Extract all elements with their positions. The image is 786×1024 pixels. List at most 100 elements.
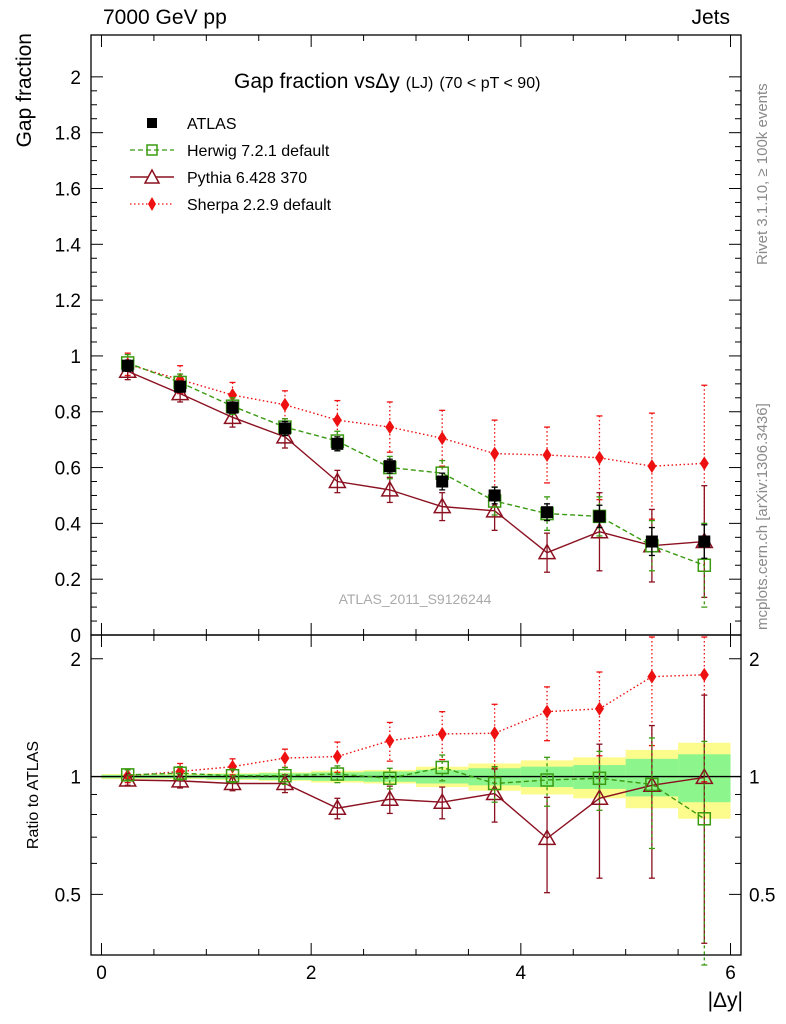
y-tick-label-ratio-right: 1 [749, 768, 760, 789]
title-main: Gap fraction vsΔy [234, 70, 400, 93]
atlas-main-point [593, 510, 606, 523]
pythia-ratio-point [118, 770, 137, 787]
sherpa-main-point [385, 420, 395, 435]
pythia-main-point [537, 543, 557, 560]
herwig-ratio-point [540, 773, 554, 787]
sherpa-main-point [490, 446, 500, 461]
y-tick-label-ratio: 0.5 [55, 885, 81, 906]
pythia-ratio-point [328, 798, 347, 815]
legend-herwig-label: Herwig 7.2.1 default [187, 143, 330, 160]
atlas-main-point [541, 506, 554, 519]
y-tick-label-main: 2 [70, 68, 81, 89]
main-title: Gap fraction vsΔy (LJ) (70 < pT < 90) [234, 70, 540, 93]
sherpa-main-line [127, 363, 705, 467]
y-tick-label-ratio: 1 [70, 768, 81, 789]
legend-sherpa-label: Sherpa 2.2.9 default [187, 197, 332, 214]
sherpa-ratio-point [647, 669, 657, 684]
x-tick-label: 4 [516, 963, 527, 984]
legend-sherpa-marker [148, 197, 156, 211]
herwig-ratio-line [127, 766, 705, 820]
pythia-main-point [275, 427, 295, 444]
sherpa-main-point [332, 413, 342, 428]
pythia-main-point [485, 501, 504, 518]
y-axis-label-ratio: Ratio to ATLAS [25, 741, 42, 849]
y-tick-label-main: 1.2 [55, 291, 81, 312]
energy-label: 7000 GeV pp [103, 6, 227, 29]
herwig-ratio-point [173, 766, 187, 780]
y-tick-label-ratio-right: 2 [749, 650, 760, 671]
y-tick-label-main: 0.6 [55, 459, 81, 480]
pythia-ratio-point [432, 792, 452, 809]
atlas-main-point [278, 422, 291, 435]
pythia-main-point [432, 497, 452, 514]
y-tick-label-main: 1.8 [55, 124, 81, 145]
pythia-ratio-point [380, 789, 400, 807]
legend: ATLAS Herwig 7.2.1 default Pythia 6.428 … [130, 116, 332, 214]
sherpa-ratio-point [280, 751, 290, 766]
atlas-main-point [331, 437, 344, 450]
sherpa-main-point [542, 448, 552, 462]
y-tick-label-ratio: 2 [70, 650, 81, 671]
y-axis-label-main: Gap fraction [13, 33, 36, 147]
y-tick-label-main: 1.4 [55, 235, 82, 256]
herwig-main-point [697, 558, 712, 572]
y-tick-label-main: 1.6 [55, 179, 81, 200]
sherpa-ratio-point [542, 704, 552, 719]
herwig-ratio-point [697, 812, 712, 826]
herwig-ratio-point [487, 776, 502, 791]
sherpa-main-point [699, 456, 709, 471]
y-tick-label-main: 1 [70, 347, 81, 368]
x-axis-label: |Δy| [708, 989, 743, 1012]
pythia-main-point [223, 407, 242, 425]
herwig-ratio-point [278, 768, 292, 783]
pythia-ratio-line [127, 776, 705, 840]
pythia-main-point [328, 471, 347, 489]
y-tick-label-main: 0.2 [55, 570, 81, 591]
atlas-main-point [383, 460, 396, 473]
atlas-main-point [174, 380, 187, 393]
pythia-ratio-point [223, 773, 242, 791]
atlas-main-point [121, 359, 134, 372]
pythia-main-point [380, 480, 400, 497]
sherpa-main-point [280, 397, 290, 412]
herwig-ratio-point [383, 771, 397, 786]
atlas-main-point [698, 535, 711, 548]
watermark: ATLAS_2011_S9126244 [339, 591, 492, 607]
herwig-ratio-point [592, 771, 607, 786]
herwig-ratio-point [645, 777, 659, 792]
title-range: (70 < pT < 90) [439, 75, 540, 92]
sherpa-ratio-point [699, 667, 709, 682]
sherpa-ratio-point [490, 726, 500, 741]
title-suffix: (LJ) [406, 75, 434, 92]
legend-atlas-marker [147, 118, 157, 128]
y-tick-label-main: 0.8 [55, 403, 81, 424]
pythia-ratio-point [537, 828, 557, 846]
pythia-ratio-point [275, 773, 295, 791]
legend-pythia-marker [143, 168, 161, 184]
sherpa-main-point [647, 459, 657, 474]
sherpa-main-point [437, 431, 447, 446]
pythia-ratio-point [590, 788, 609, 806]
legend-atlas-label: ATLAS [187, 116, 237, 133]
atlas-main-point [645, 535, 658, 548]
sherpa-ratio-point [332, 749, 342, 764]
sherpa-main-point [594, 450, 604, 465]
pythia-main-line [127, 370, 705, 554]
sherpa-ratio-point [594, 701, 604, 716]
herwig-main-line [127, 362, 705, 566]
legend-pythia-label: Pythia 6.428 370 [187, 170, 307, 187]
atlas-main-point [436, 475, 449, 488]
x-tick-label: 0 [96, 963, 107, 984]
herwig-ratio-point [435, 760, 449, 775]
herwig-ratio-point [120, 768, 135, 782]
y-tick-label-main: 0.4 [55, 514, 82, 535]
category-label: Jets [691, 6, 730, 29]
herwig-ratio-point [330, 767, 345, 781]
sherpa-main-point [228, 388, 238, 402]
sherpa-ratio-point [437, 726, 447, 741]
pythia-main-point [590, 522, 609, 539]
x-tick-label: 6 [725, 963, 736, 984]
sherpa-ratio-point [385, 733, 395, 748]
atlas-main-point [488, 489, 501, 502]
